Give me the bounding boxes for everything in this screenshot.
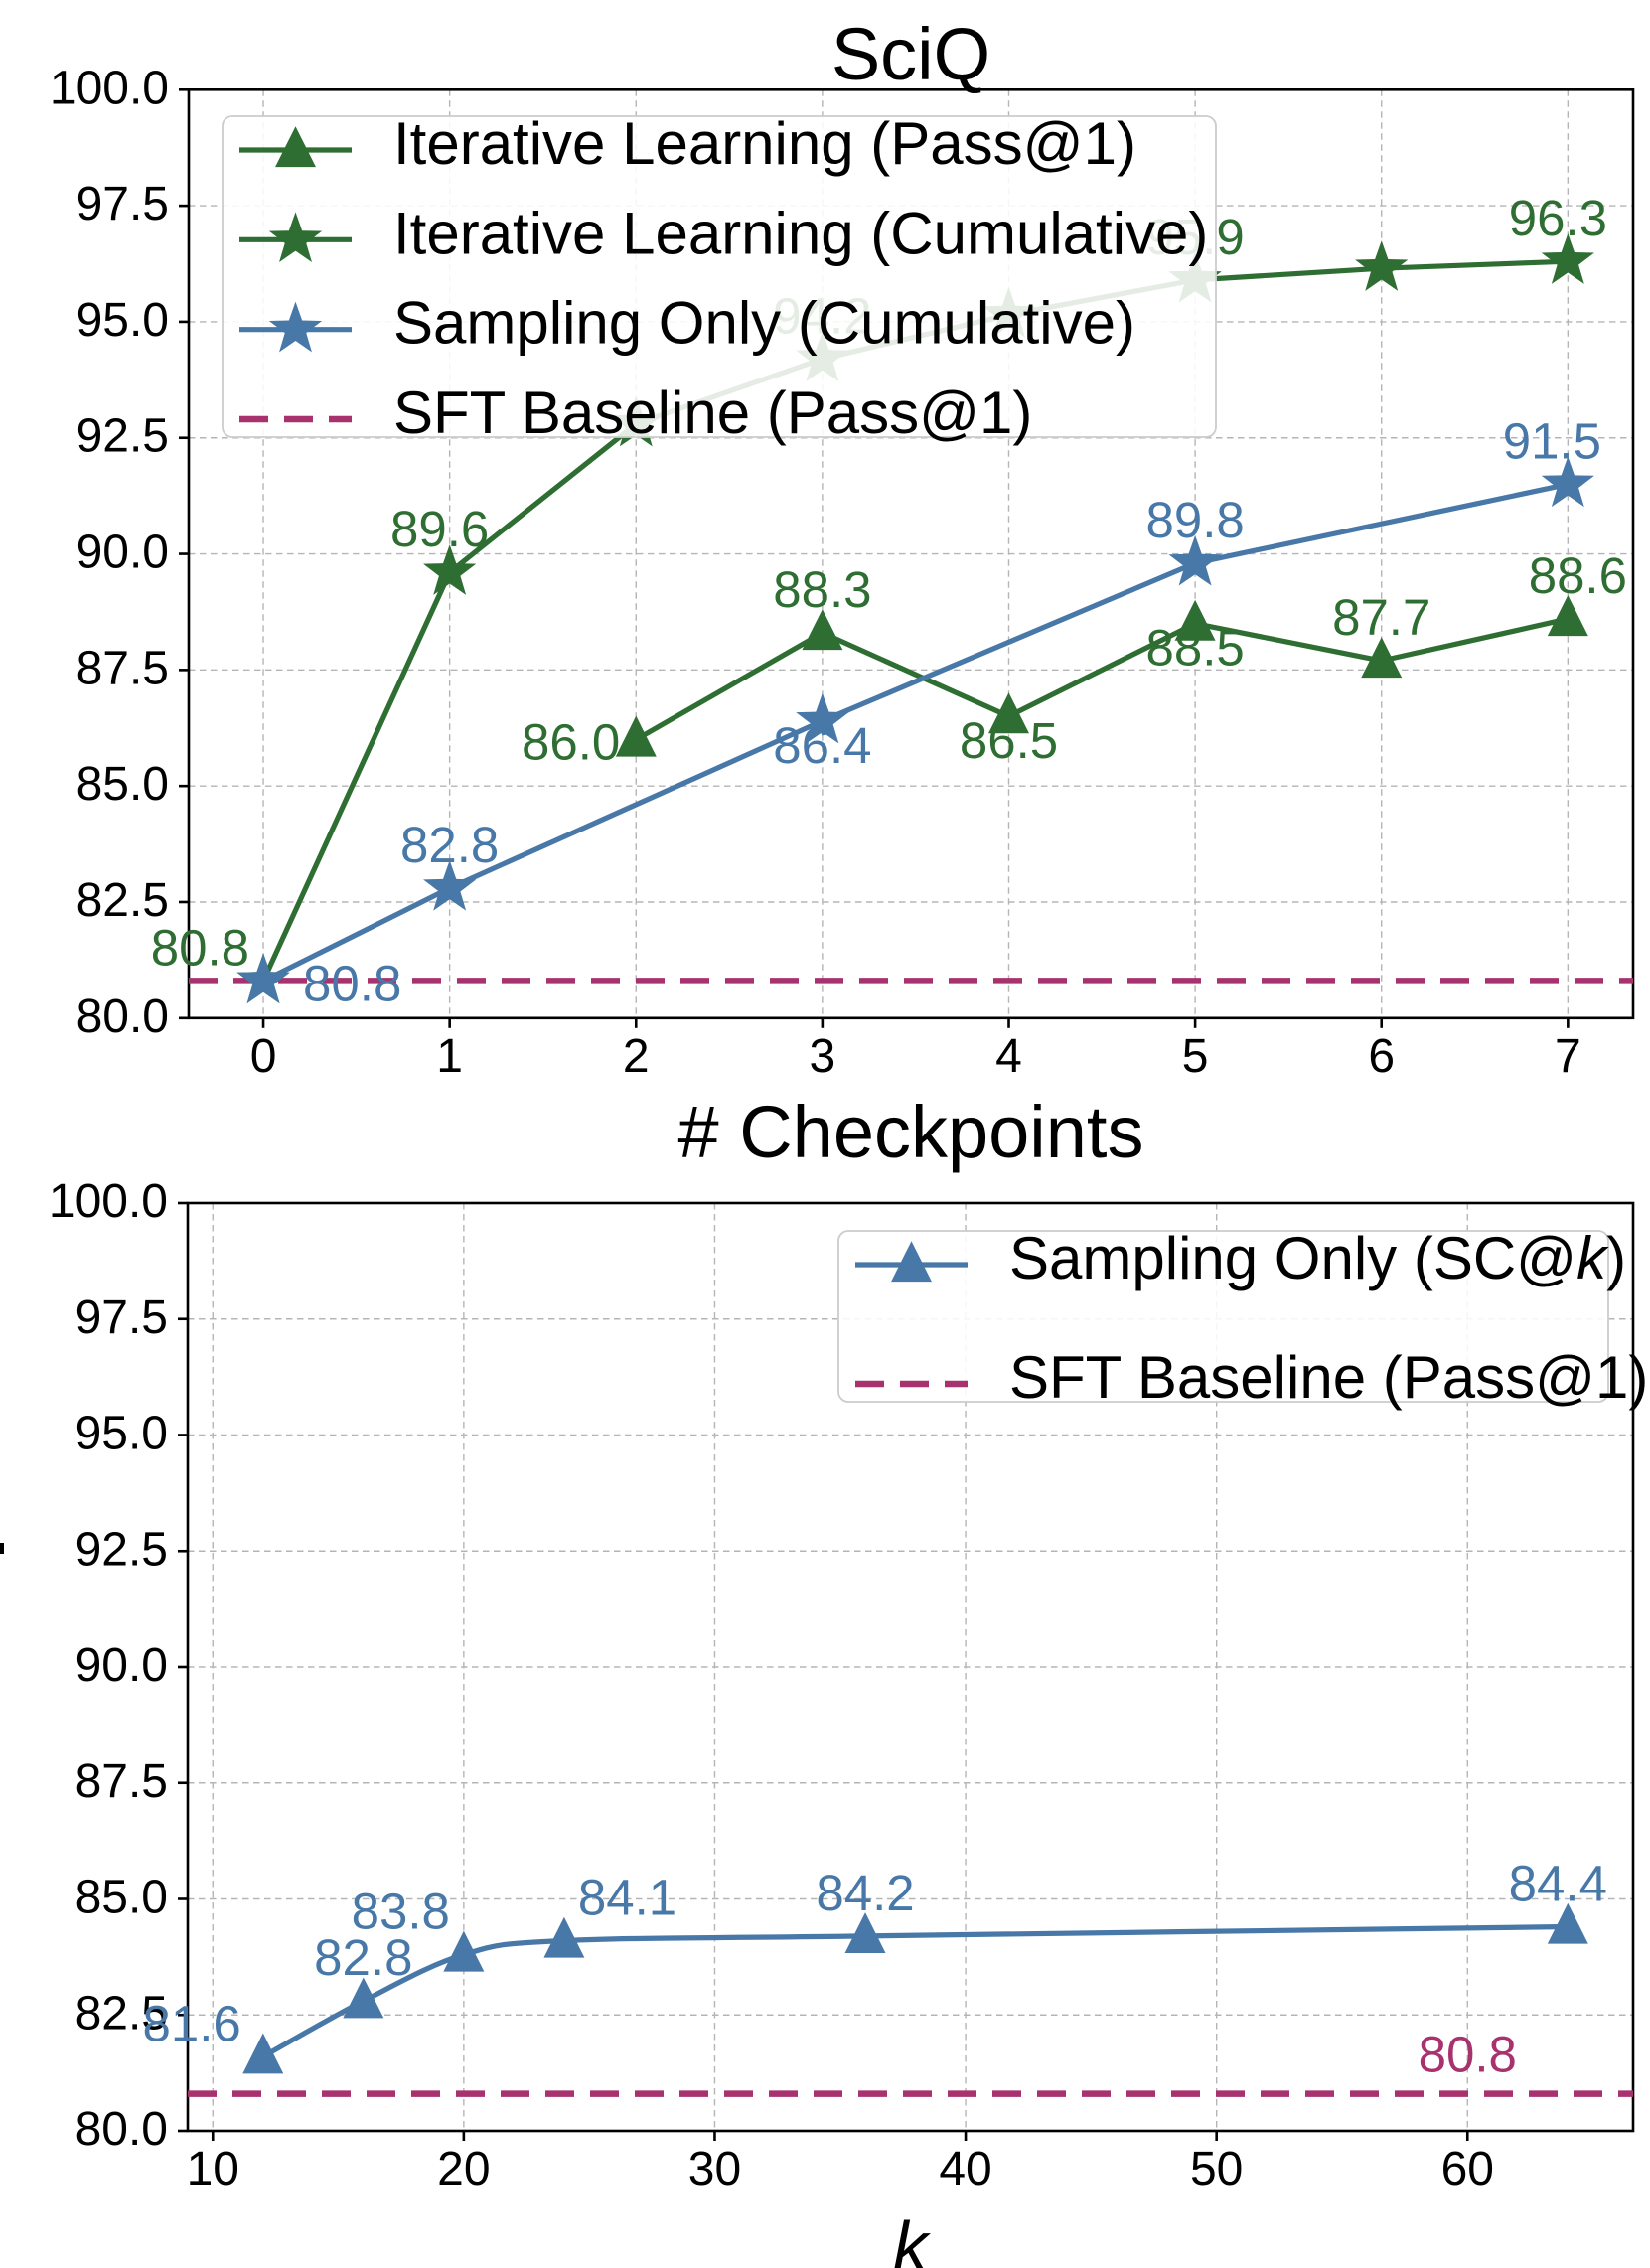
svg-text:96.3: 96.3 [1509,190,1607,246]
svg-text:6: 6 [1368,1030,1395,1083]
svg-text:87.5: 87.5 [75,1755,168,1808]
svg-text:87.5: 87.5 [76,642,169,694]
svg-text:86.0: 86.0 [522,713,620,770]
svg-text:50: 50 [1190,2143,1243,2195]
svg-text:20: 20 [437,2143,490,2195]
svg-text:81.6: 81.6 [143,1995,241,2051]
svg-text:82.8: 82.8 [400,817,499,873]
svg-text:7: 7 [1555,1030,1581,1083]
svg-text:89.6: 89.6 [390,501,489,557]
svg-text:4: 4 [995,1030,1022,1083]
svg-text:90.0: 90.0 [75,1639,168,1692]
svg-text:0: 0 [250,1030,277,1083]
svg-text:30: 30 [688,2143,741,2195]
svg-text:80.0: 80.0 [75,2103,168,2156]
svg-text:SFT Baseline (Pass@1): SFT Baseline (Pass@1) [393,379,1032,446]
svg-text:1: 1 [436,1030,463,1083]
svg-text:2: 2 [623,1030,650,1083]
svg-text:Sampling Only (Cumulative): Sampling Only (Cumulative) [393,290,1135,357]
svg-text:86.5: 86.5 [960,712,1058,769]
svg-text:89.8: 89.8 [1145,492,1244,548]
svg-text:80.8: 80.8 [1419,2027,1517,2083]
svg-text:88.6: 88.6 [1529,547,1627,604]
svg-text:97.5: 97.5 [75,1291,168,1344]
svg-text:Iterative Learning (Cumulative: Iterative Learning (Cumulative) [393,200,1208,266]
svg-text:84.1: 84.1 [578,1870,676,1926]
svg-text:80.8: 80.8 [151,919,249,976]
svg-text:88.5: 88.5 [1145,620,1244,677]
svg-text:86.4: 86.4 [773,717,871,774]
svg-text:91.5: 91.5 [1503,412,1601,469]
svg-text:92.5: 92.5 [75,1523,168,1576]
svg-text:100.0: 100.0 [50,62,169,114]
svg-text:60: 60 [1441,2143,1494,2195]
svg-text:80.0: 80.0 [76,990,169,1043]
svg-text:5: 5 [1182,1030,1209,1083]
svg-text:95.0: 95.0 [76,294,169,347]
svg-text:# Checkpoints: # Checkpoints [678,1091,1144,1173]
svg-text:80.8: 80.8 [303,955,401,1011]
svg-text:85.0: 85.0 [75,1872,168,1924]
svg-text:84.4: 84.4 [1509,1856,1607,1912]
svg-text:84.2: 84.2 [816,1865,914,1921]
svg-text:100.0: 100.0 [49,1175,168,1228]
svg-text:97.5: 97.5 [76,178,169,230]
svg-text:SFT Baseline (Pass@1): SFT Baseline (Pass@1) [1009,1344,1648,1411]
svg-text:Sampling Only (SC@k): Sampling Only (SC@k) [1009,1225,1626,1291]
svg-text:85.0: 85.0 [76,758,169,811]
svg-text:95.0: 95.0 [75,1408,168,1460]
svg-text:3: 3 [810,1030,836,1083]
svg-text:40: 40 [939,2143,991,2195]
svg-text:Iterative Learning (Pass@1): Iterative Learning (Pass@1) [393,110,1136,177]
svg-text:SciQ: SciQ [831,13,990,95]
svg-text:87.7: 87.7 [1332,589,1430,646]
svg-text:92.5: 92.5 [76,410,169,463]
svg-text:k: k [893,2207,931,2268]
svg-text:83.8: 83.8 [352,1884,450,1940]
svg-text:88.3: 88.3 [773,561,871,618]
svg-text:90.0: 90.0 [76,527,169,579]
svg-text:10: 10 [187,2143,239,2195]
